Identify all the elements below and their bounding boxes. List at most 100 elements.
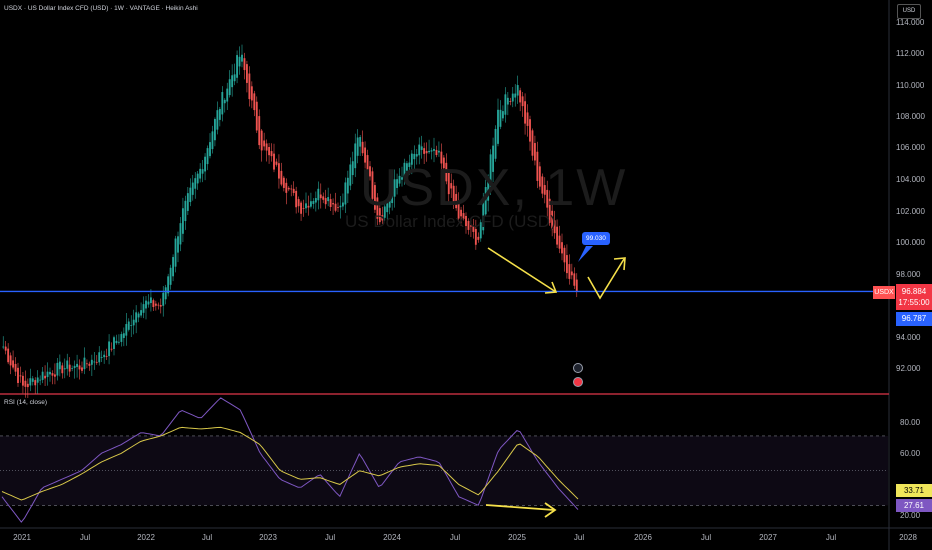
candle-body bbox=[334, 203, 337, 211]
candle-body bbox=[383, 206, 386, 218]
candle-body bbox=[499, 109, 502, 127]
candle-body bbox=[563, 247, 566, 263]
candle-body bbox=[221, 92, 224, 115]
candle-body bbox=[265, 143, 268, 151]
currency-button[interactable]: USD bbox=[897, 4, 921, 19]
candle-body bbox=[477, 236, 480, 240]
candle-body bbox=[204, 156, 207, 172]
candle-body bbox=[469, 225, 472, 227]
candle-body bbox=[95, 361, 98, 363]
candle-body bbox=[71, 367, 74, 369]
price-tick-label: 100.000 bbox=[896, 238, 925, 247]
price-callout[interactable]: 99.030 bbox=[582, 232, 610, 245]
candle-body bbox=[553, 220, 556, 234]
candle-body bbox=[305, 203, 307, 209]
candle-body bbox=[177, 236, 179, 253]
candle-body bbox=[504, 94, 507, 115]
candle-body bbox=[541, 176, 544, 194]
candle-body bbox=[484, 187, 487, 215]
arrow-head bbox=[613, 257, 626, 271]
candle-body bbox=[137, 313, 140, 318]
candle-body bbox=[405, 163, 408, 171]
candle-body bbox=[21, 375, 24, 386]
candle-body bbox=[29, 378, 32, 386]
candle-body bbox=[216, 110, 219, 130]
price-tick-label: 94.000 bbox=[896, 333, 921, 342]
candle-body bbox=[516, 85, 519, 96]
candle-body bbox=[376, 197, 379, 219]
candle-body bbox=[536, 151, 539, 181]
candle-body bbox=[83, 357, 86, 370]
candle-body bbox=[551, 210, 554, 230]
candle-body bbox=[34, 380, 37, 386]
candle-body bbox=[479, 222, 482, 239]
candle-body bbox=[561, 242, 563, 254]
candle-body bbox=[213, 119, 216, 141]
candle-body bbox=[465, 215, 467, 227]
candle-body bbox=[24, 380, 27, 387]
candle-body bbox=[467, 221, 470, 230]
candle-body bbox=[196, 173, 199, 184]
candle-body bbox=[391, 190, 394, 204]
time-tick-label: 2028 bbox=[899, 533, 917, 542]
candle-body bbox=[154, 303, 157, 306]
candle-body bbox=[546, 189, 549, 208]
candle-body bbox=[39, 379, 42, 381]
candle-body bbox=[568, 264, 571, 279]
candle-body bbox=[359, 137, 362, 147]
candle-body bbox=[361, 141, 364, 154]
candle-body bbox=[245, 64, 248, 83]
candle-body bbox=[396, 179, 399, 188]
candle-body bbox=[76, 363, 79, 367]
candle-body bbox=[519, 90, 522, 103]
candle-body bbox=[36, 377, 39, 383]
candle-body bbox=[492, 145, 495, 172]
candle-body bbox=[169, 267, 172, 285]
candle-body bbox=[415, 154, 418, 157]
candle-body bbox=[103, 354, 106, 358]
time-tick-label: 2024 bbox=[383, 533, 401, 542]
candle-body bbox=[351, 161, 354, 176]
candle-body bbox=[437, 150, 440, 153]
candle-body bbox=[373, 185, 376, 210]
candle-body bbox=[457, 201, 460, 219]
rsi-title[interactable]: RSI (14, close) bbox=[4, 399, 47, 406]
price-tick-label: 112.000 bbox=[896, 49, 925, 58]
candle-body bbox=[430, 150, 433, 152]
candle-body bbox=[460, 209, 463, 217]
rsi-tick-label: 60.00 bbox=[900, 449, 921, 458]
candle-body bbox=[506, 97, 509, 105]
candle-body bbox=[248, 73, 251, 100]
rsi-ma-value-tag: 33.71 bbox=[896, 484, 932, 497]
candle-body bbox=[354, 143, 357, 169]
time-tick-label: 2025 bbox=[508, 533, 526, 542]
candle-body bbox=[440, 151, 443, 164]
candle-body bbox=[531, 130, 534, 156]
last-price-value: 96.884 bbox=[901, 287, 927, 296]
candle-body bbox=[511, 93, 514, 102]
candle-body bbox=[573, 273, 576, 286]
rsi-tick-label: 20.00 bbox=[900, 511, 921, 520]
candle-body bbox=[140, 310, 143, 316]
arrow-head bbox=[544, 281, 558, 294]
candle-body bbox=[497, 109, 499, 144]
candle-body bbox=[228, 79, 231, 96]
time-tick-label: Jul bbox=[825, 533, 837, 542]
candle-body bbox=[127, 321, 130, 330]
candle-body bbox=[110, 348, 113, 350]
candle-body bbox=[61, 365, 64, 374]
candle-body bbox=[226, 88, 229, 102]
rsi-value-tag: 27.61 bbox=[896, 499, 932, 512]
candle-body bbox=[181, 208, 184, 234]
candle-body bbox=[526, 112, 529, 126]
candle-body bbox=[366, 155, 369, 178]
candle-body bbox=[548, 198, 551, 223]
candle-body bbox=[41, 371, 44, 380]
candle-body bbox=[147, 301, 150, 305]
time-tick-label: Jul bbox=[449, 533, 461, 542]
candle-body bbox=[14, 363, 17, 372]
candle-body bbox=[501, 111, 504, 119]
bar-countdown: 17:55:00 bbox=[898, 298, 930, 307]
candle-body bbox=[332, 203, 335, 205]
candle-body bbox=[263, 140, 266, 147]
